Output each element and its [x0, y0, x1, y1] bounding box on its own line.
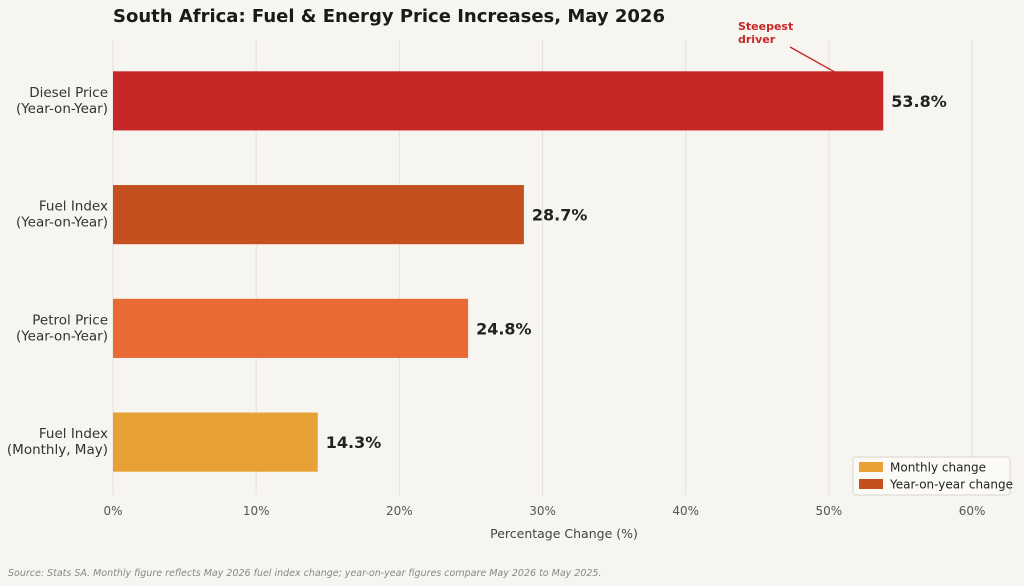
legend-swatch	[859, 462, 883, 472]
category-label: Fuel Index (Monthly, May)	[7, 426, 108, 458]
value-label: 24.8%	[476, 319, 532, 338]
value-labels: 53.8% 28.7% 24.8% 14.3%	[326, 92, 947, 452]
x-tick-label: 60%	[959, 504, 986, 518]
value-label: 14.3%	[326, 433, 382, 452]
x-tick-label: 50%	[816, 504, 843, 518]
x-tick-label: 30%	[529, 504, 556, 518]
bar	[113, 298, 469, 358]
bar	[113, 185, 524, 245]
bar	[113, 412, 318, 472]
category-label: Petrol Price (Year-on-Year)	[16, 312, 108, 344]
chart-title: South Africa: Fuel & Energy Price Increa…	[113, 6, 665, 27]
x-tick-label: 10%	[243, 504, 270, 518]
bars	[113, 71, 884, 472]
bar	[113, 71, 884, 131]
value-label: 28.7%	[532, 206, 588, 225]
x-tick-label: 0%	[103, 504, 122, 518]
x-tick-labels: 0% 10% 20% 30% 40% 50% 60%	[103, 504, 985, 518]
legend-box	[852, 456, 1011, 496]
legend-label: Year-on-year change	[889, 478, 1013, 492]
annotation-text: Steepest driver	[738, 20, 793, 46]
category-labels: Diesel Price (Year-on-Year) Fuel Index (Yea…	[7, 85, 108, 458]
value-label: 53.8%	[891, 92, 947, 111]
category-label: Diesel Price (Year-on-Year)	[16, 85, 108, 117]
annotation-arrow	[789, 46, 836, 73]
category-label: Fuel Index (Year-on-Year)	[16, 199, 108, 231]
legend: Monthly change Year-on-year change	[852, 456, 1013, 496]
legend-label: Monthly change	[890, 461, 986, 475]
legend-swatch	[859, 479, 883, 489]
x-tick-label: 20%	[386, 504, 413, 518]
source-note: Source: Stats SA. Monthly figure reflect…	[8, 568, 602, 579]
x-tick-label: 40%	[672, 504, 699, 518]
x-axis-label: Percentage Change (%)	[490, 526, 638, 541]
annotation: Steepest driver	[738, 20, 836, 73]
